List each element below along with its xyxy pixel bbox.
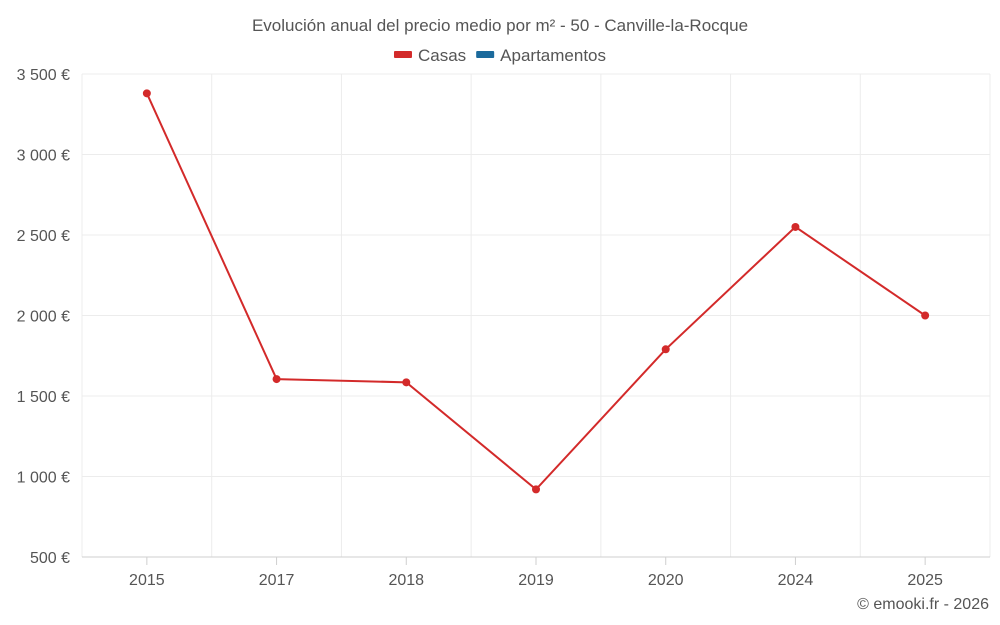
- legend-swatch: [476, 51, 495, 58]
- legend: Casas Apartamentos: [393, 46, 606, 65]
- x-tick-label: 2025: [907, 572, 943, 589]
- x-tick-label: 2018: [388, 572, 424, 589]
- x-axis-ticks: 2015 2017 2018 2019 2020 2024 2025: [129, 557, 943, 589]
- data-point[interactable]: [272, 375, 281, 384]
- data-point[interactable]: [791, 222, 800, 231]
- y-tick-label: 3 500 €: [17, 67, 70, 84]
- y-tick-label: 3 000 €: [17, 148, 70, 165]
- grid-horizontal: [82, 73, 990, 477]
- x-tick-label: 2024: [778, 572, 814, 589]
- x-tick-label: 2017: [259, 572, 295, 589]
- y-axis-ticks: 500 € 1 000 € 1 500 € 2 000 € 2 500 € 3 000 €…: [17, 67, 70, 567]
- legend-label: Casas: [418, 46, 466, 65]
- data-point[interactable]: [402, 378, 411, 387]
- credit-text: © emooki.fr - 2026: [857, 596, 989, 613]
- legend-item-apartamentos[interactable]: Apartamentos: [476, 46, 606, 65]
- x-tick-label: 2019: [518, 572, 554, 589]
- y-tick-label: 1 500 €: [17, 389, 70, 406]
- legend-swatch: [393, 51, 412, 58]
- legend-label: Apartamentos: [500, 46, 606, 65]
- chart-title: Evolución anual del precio medio por m² …: [252, 16, 748, 35]
- y-tick-label: 2 500 €: [17, 228, 70, 245]
- legend-item-casas[interactable]: Casas: [393, 46, 466, 65]
- data-point[interactable]: [661, 345, 670, 354]
- y-tick-label: 500 €: [30, 550, 70, 567]
- y-tick-label: 2 000 €: [17, 309, 70, 326]
- data-point[interactable]: [142, 89, 151, 98]
- data-point[interactable]: [532, 485, 540, 494]
- x-tick-label: 2020: [648, 572, 684, 589]
- series-line-casas: [145, 92, 926, 491]
- series-layer: [142, 89, 930, 494]
- x-tick-label: 2015: [129, 572, 165, 589]
- y-tick-label: 1 000 €: [17, 470, 70, 487]
- data-point[interactable]: [921, 311, 930, 320]
